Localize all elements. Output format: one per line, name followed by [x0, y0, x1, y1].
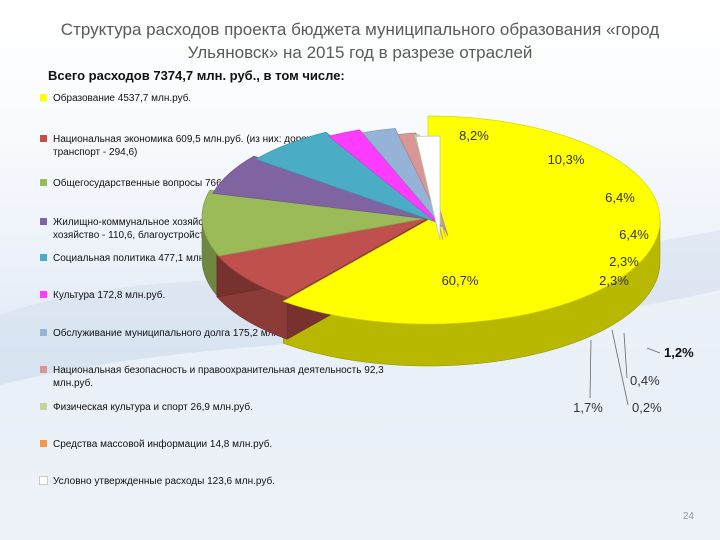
pie-slice-обслуживание-муниципального-долга — [361, 128, 446, 231]
legend-swatch-social — [40, 254, 47, 261]
legend-swatch-reserved — [40, 477, 47, 484]
legend-swatch-debt — [40, 329, 47, 336]
legend-label-reserved: Условно утвержденные расходы 123,6 млн.р… — [53, 476, 275, 487]
legend-swatch-culture — [40, 291, 47, 298]
pie-slice-образование — [282, 115, 661, 325]
page-number: 24 — [682, 511, 694, 522]
legend-item-reserved: Условно утвержденные расходы 123,6 млн.р… — [40, 475, 422, 488]
data-label-физическая-культура-и-спорт: 0,4% — [630, 373, 660, 388]
legend-swatch-media — [40, 440, 47, 447]
legend-item-sport: Физическая культура и спорт 26,9 млн.руб… — [40, 401, 422, 414]
data-label-обслуживание-муниципального-долга: 2,3% — [599, 273, 629, 288]
data-label-национальная-безопасность-и-правоохранительная-деятельность: 1,2% — [664, 345, 694, 360]
leader-line-условно-утвержденные-расходы — [589, 339, 592, 399]
legend-item-security: Национальная безопасность и правоохранит… — [40, 364, 422, 390]
leader-line-национальная-безопасность-и-правоохранительная-деятельность — [646, 347, 661, 354]
legend-item-economy: Национальная экономика 609,5 млн.руб. (и… — [40, 133, 422, 159]
legend-label-economy: Национальная экономика 609,5 млн.руб. (и… — [53, 134, 410, 158]
legend-label-general: Общегосударственные вопросы 766,3 млн.ру… — [53, 178, 273, 189]
data-label-национальная-экономика: 8,2% — [459, 128, 489, 143]
legend-label-culture: Культура 172,8 млн.руб. — [53, 290, 166, 301]
pie-slice-условно-утвержденные-расходы — [415, 135, 441, 241]
legend-item-culture: Культура 172,8 млн.руб. — [40, 289, 422, 302]
data-label-жилищно-коммунальное-хозяйство: 6,4% — [605, 190, 635, 205]
legend-label-security: Национальная безопасность и правоохранит… — [53, 365, 384, 389]
data-label-общегосударственные-вопросы: 10,3% — [548, 152, 585, 167]
pie-slice-социальная-политика — [254, 131, 440, 224]
data-label-средства-массовой-информации: 0,2% — [632, 400, 662, 415]
data-label-образование: 60,7% — [442, 273, 479, 288]
pie-slice-национальная-экономика — [216, 215, 433, 298]
legend-label-education: Образование 4537,7 млн.руб. — [53, 93, 192, 104]
pie-slice-общегосударственные-вопросы — [201, 189, 435, 257]
legend-item-media: Средства массовой информации 14,8 млн.ру… — [40, 438, 422, 451]
data-label-условно-утвержденные-расходы: 1,7% — [573, 400, 603, 415]
slide-title: Структура расходов проекта бюджета муниц… — [20, 18, 700, 64]
pie-slice-жилищно-коммунальное-хозяйство — [212, 155, 438, 221]
legend-label-media: Средства массовой информации 14,8 млн.ру… — [53, 439, 273, 450]
data-label-социальная-политика: 6,4% — [619, 227, 649, 242]
leader-line-средства-массовой-информации — [611, 329, 629, 406]
data-label-культура: 2,3% — [609, 254, 639, 269]
leader-line-физическая-культура-и-спорт — [623, 332, 628, 379]
legend-swatch-security — [40, 366, 47, 373]
legend-swatch-economy — [40, 135, 47, 142]
legend-item-social: Социальная политика 477,1 млн.руб. — [40, 252, 422, 265]
legend-swatch-sport — [40, 403, 47, 410]
legend-swatch-housing — [40, 218, 47, 225]
legend-label-sport: Физическая культура и спорт 26,9 млн.руб… — [53, 402, 253, 413]
legend-item-education: Образование 4537,7 млн.руб. — [40, 92, 422, 105]
legend-label-social: Социальная политика 477,1 млн.руб. — [53, 253, 227, 264]
pie-slice-культура — [328, 129, 443, 228]
legend-swatch-education — [40, 94, 47, 101]
legend-item-general: Общегосударственные вопросы 766,3 млн.ру… — [40, 177, 422, 190]
legend-swatch-general — [40, 179, 47, 186]
total-expenses-subtitle: Всего расходов 7374,7 млн. руб., в том ч… — [48, 68, 345, 83]
slide-title-line-2: Ульяновск» на 2015 год в разрезе отрасле… — [187, 43, 533, 62]
legend-item-debt: Обслуживание муниципального долга 175,2 … — [40, 327, 422, 340]
slide-title-line-1: Структура расходов проекта бюджета муниц… — [60, 20, 660, 39]
legend-label-debt: Обслуживание муниципального долга 175,2 … — [53, 328, 301, 339]
